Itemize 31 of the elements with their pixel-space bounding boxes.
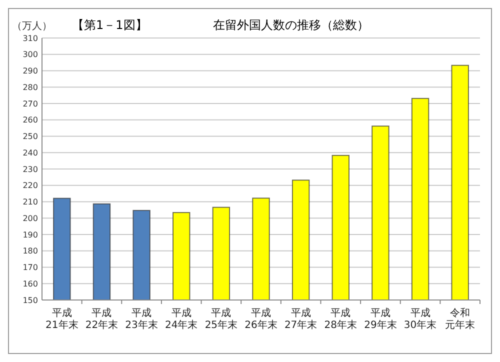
y-axis-title: （万人） bbox=[12, 21, 52, 32]
x-tick-label: 平成24年末 bbox=[164, 307, 198, 331]
x-tick-label: 平成21年末 bbox=[46, 307, 78, 331]
y-tick-label: 260 bbox=[22, 116, 38, 125]
x-tick-label: 平成23年末 bbox=[125, 307, 158, 331]
y-tick-label: 290 bbox=[22, 66, 38, 76]
y-tick-label: 180 bbox=[22, 246, 38, 256]
y-tick-label: 230 bbox=[22, 164, 38, 174]
y-tick-label: 210 bbox=[22, 198, 38, 207]
chart-title: 在留外国人数の推移（総数） bbox=[213, 18, 369, 32]
x-tick-label: 平成26年末 bbox=[244, 307, 278, 331]
x-tick-label: 令和元年末 bbox=[445, 307, 476, 331]
y-tick-label: 220 bbox=[22, 181, 38, 190]
y-tick-label: 300 bbox=[22, 50, 38, 60]
y-tick-label: 280 bbox=[22, 82, 38, 92]
y-tick-label: 170 bbox=[22, 263, 38, 272]
x-tick-label: 平成28年末 bbox=[324, 307, 358, 331]
y-tick-label: 240 bbox=[22, 148, 38, 158]
x-tick-label: 平成27年末 bbox=[284, 307, 318, 331]
y-tick-label: 310 bbox=[22, 34, 38, 43]
x-tick-label: 平成22年末 bbox=[85, 307, 118, 331]
y-tick-label: 270 bbox=[22, 99, 38, 108]
y-tick-label: 200 bbox=[22, 214, 38, 223]
y-tick-label: 150 bbox=[22, 296, 38, 305]
y-tick-label: 160 bbox=[22, 279, 38, 288]
x-tick-label: 平成29年末 bbox=[364, 307, 397, 331]
x-tick-label: 平成25年末 bbox=[204, 307, 238, 331]
y-tick-label: 250 bbox=[22, 132, 38, 142]
x-tick-label: 平成30年末 bbox=[404, 307, 437, 331]
y-tick-label: 190 bbox=[22, 230, 38, 240]
chart-subtitle: 【第1－1図】 bbox=[72, 18, 148, 32]
